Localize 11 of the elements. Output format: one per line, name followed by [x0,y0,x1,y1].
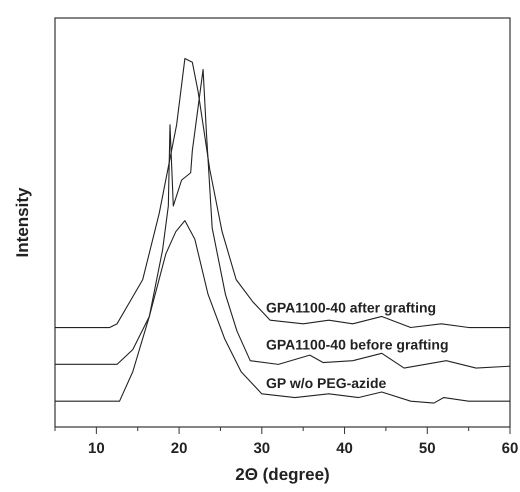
x-tick-label: 40 [336,440,353,457]
x-tick-label: 60 [502,440,518,457]
x-tick-label: 20 [170,440,188,457]
x-tick-label: 50 [418,440,436,457]
y-axis-title: Intensity [13,187,32,258]
series-label: GP w/o PEG-azide [266,374,386,391]
series-label: GPA1100-40 before grafting [266,336,449,352]
x-axis-title: 2Θ (degree) [235,465,330,484]
x-tick-label: 30 [253,440,270,457]
x-tick-label: 10 [88,440,105,457]
series-label: GPA1100-40 after grafting [266,299,436,316]
